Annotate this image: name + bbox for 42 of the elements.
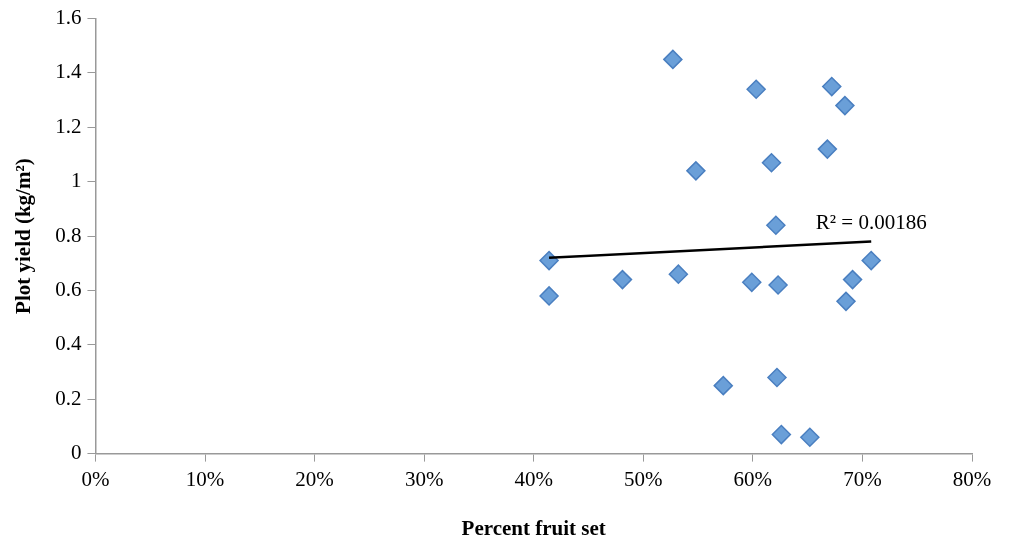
point xyxy=(746,79,766,100)
y-tick-label: 0.4 xyxy=(55,331,82,356)
point xyxy=(539,250,559,271)
point xyxy=(822,76,842,97)
point xyxy=(742,272,762,293)
y-axis-title: Plot yield (kg/m²) xyxy=(11,158,36,314)
point xyxy=(861,250,881,271)
x-tick-label: 0% xyxy=(81,466,110,491)
x-tick-label: 50% xyxy=(624,466,663,491)
point xyxy=(612,269,633,290)
point xyxy=(836,291,856,312)
point xyxy=(768,275,788,295)
point xyxy=(800,427,820,448)
point xyxy=(663,49,683,70)
point xyxy=(766,215,786,235)
point xyxy=(761,152,782,173)
point xyxy=(835,95,855,116)
y-tick-label: 1 xyxy=(70,168,82,193)
annotation: R² = 0.00186 xyxy=(815,209,927,234)
point xyxy=(842,269,863,290)
point xyxy=(767,367,787,388)
point xyxy=(771,424,792,445)
x-tick-label: 80% xyxy=(952,466,992,491)
point xyxy=(539,286,559,306)
x-axis-title: Percent fruit set xyxy=(461,515,606,540)
point xyxy=(713,375,734,396)
x-tick-label: 30% xyxy=(404,466,444,491)
x-tick-label: 70% xyxy=(843,466,882,491)
y-tick-label: 0.6 xyxy=(55,276,82,301)
point xyxy=(817,139,838,159)
x-tick-label: 10% xyxy=(185,466,225,491)
point xyxy=(686,161,706,181)
y-tick-label: 0 xyxy=(70,440,82,465)
y-tick-label: 1.6 xyxy=(55,5,82,30)
y-tick-label: 1.2 xyxy=(55,113,82,138)
y-tick-label: 0.2 xyxy=(55,385,82,410)
y-tick-label: 1.4 xyxy=(55,59,82,84)
y-tick-label: 0.8 xyxy=(55,222,82,247)
point xyxy=(668,264,689,284)
x-tick-label: 60% xyxy=(733,466,773,491)
x-tick-label: 40% xyxy=(514,466,553,491)
x-tick-label: 20% xyxy=(295,466,334,491)
